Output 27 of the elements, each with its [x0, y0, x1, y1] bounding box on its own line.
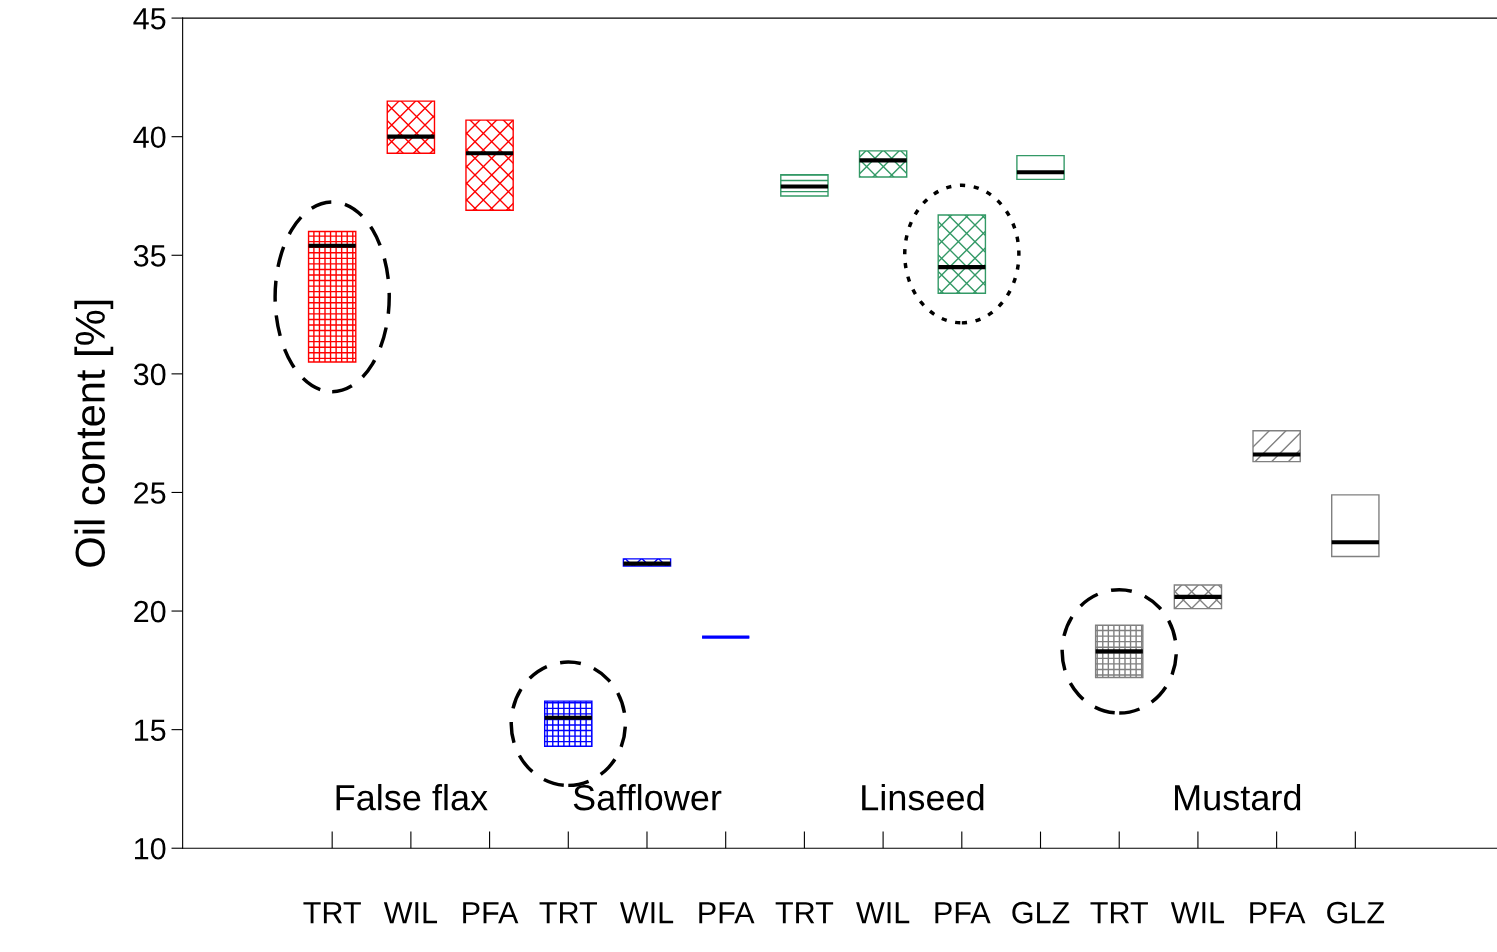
x-tick-label: TRT [303, 902, 361, 924]
x-tick-label: WIL [619, 902, 674, 924]
annotation: Mustard [1175, 783, 1301, 811]
annotation: Linseed [862, 783, 984, 811]
y-tick-label: 35 [133, 245, 166, 267]
x-tick-label: TRT [775, 902, 834, 924]
x-tick-label: PFA [1250, 902, 1306, 924]
y-tick-label: 25 [134, 482, 166, 504]
x-tick-label: GLZ [1327, 901, 1385, 924]
annotation: False flax [336, 783, 488, 811]
y-tick-label: 10 [135, 837, 166, 860]
annotation: Safflower [573, 783, 722, 811]
x-tick-label: PFA [463, 902, 519, 924]
x-tick-label: TRT [539, 902, 598, 924]
x-tick-label: TRT [1090, 902, 1148, 924]
y-tick-label: 40 [133, 126, 166, 149]
y-tick-label: 30 [133, 363, 166, 386]
x-tick-label: GLZ [1012, 901, 1070, 924]
y-tick-label: 20 [134, 600, 166, 623]
x-tick-label: PFA [935, 902, 991, 924]
x-tick-label: PFA [699, 902, 755, 924]
y-tick-label: 15 [135, 719, 166, 742]
x-tick-label: WIL [383, 902, 438, 924]
y-tick-label: 45 [133, 8, 166, 30]
y-axis-title: Oil content [%] [74, 300, 114, 567]
x-tick-label: WIL [1170, 902, 1225, 924]
x-tick-label: WIL [856, 902, 910, 924]
